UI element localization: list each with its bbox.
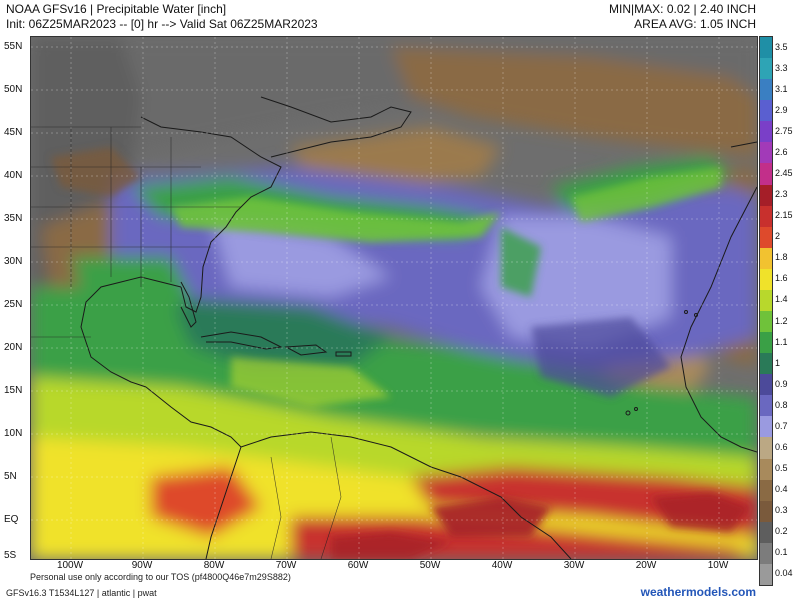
lat-label-5n: 5N: [4, 471, 17, 482]
color-scale-swatch: [760, 563, 772, 585]
color-scale-swatch: [760, 395, 772, 417]
color-scale-label: 2.9: [775, 104, 788, 115]
min-max-readout: MIN|MAX: 0.02 | 2.40 INCH: [609, 2, 756, 16]
color-scale-swatch: [760, 353, 772, 375]
color-scale-swatch: [760, 289, 772, 312]
color-scale-label: 1.6: [775, 273, 788, 284]
color-scale-swatch: [760, 500, 772, 523]
lat-label-eq: EQ: [4, 514, 19, 525]
color-scale-label: 0.7: [775, 420, 788, 431]
lat-label-30n: 30N: [4, 256, 23, 267]
lon-label-30w: 30W: [563, 560, 585, 571]
model-run-info: GFSv16.3 T1534L127 | atlantic | pwat: [6, 588, 157, 598]
lat-label-5s: 5S: [4, 550, 17, 561]
init-valid-time: Init: 06Z25MAR2023 -- [0] hr --> Valid S…: [6, 17, 318, 31]
lat-label-25n: 25N: [4, 299, 23, 310]
color-scale-swatch: [760, 142, 772, 164]
color-scale-swatch: [760, 332, 772, 354]
color-scale-swatch: [760, 184, 772, 207]
color-scale-label: 1.1: [775, 336, 788, 347]
color-scale-swatch: [760, 205, 772, 228]
color-scale-label: 3.1: [775, 83, 788, 94]
color-scale-swatch: [760, 58, 772, 80]
lon-label-40w: 40W: [491, 560, 513, 571]
color-scale-label: 0.9: [775, 378, 788, 389]
color-scale-label: 0.8: [775, 399, 788, 410]
color-scale-bar: [759, 36, 773, 586]
color-scale-swatch: [760, 311, 772, 333]
color-scale-swatch: [760, 374, 772, 396]
terms-of-service-note: Personal use only according to our TOS (…: [30, 572, 291, 582]
color-scale-label: 2.3: [775, 189, 788, 200]
lon-label-100w: 100W: [56, 560, 84, 571]
map-canvas: [31, 37, 757, 559]
lat-label-15n: 15N: [4, 385, 23, 396]
color-scale-label: 0.3: [775, 505, 788, 516]
lat-label-35n: 35N: [4, 213, 23, 224]
lat-label-45n: 45N: [4, 127, 23, 138]
color-scale-label: 0.2: [775, 526, 788, 537]
color-scale-label: 3.3: [775, 62, 788, 73]
color-scale-label: 2.75: [775, 125, 793, 136]
color-scale-label: 1.2: [775, 315, 788, 326]
color-scale-swatch: [760, 268, 772, 291]
color-scale-swatch: [760, 100, 772, 122]
lon-label-20w: 20W: [635, 560, 657, 571]
color-scale-swatch: [760, 226, 772, 249]
area-average-readout: AREA AVG: 1.05 INCH: [634, 17, 756, 31]
color-scale-swatch: [760, 542, 772, 565]
color-scale-swatch: [760, 437, 772, 460]
graticule: [31, 37, 757, 559]
color-scale-label: 2.45: [775, 168, 793, 178]
lat-label-10n: 10N: [4, 428, 23, 439]
color-scale-label: 3.5: [775, 41, 788, 52]
color-scale-label: 2.15: [775, 210, 793, 221]
lon-label-10w: 10W: [707, 560, 729, 571]
color-scale-label: 0.6: [775, 442, 788, 452]
lon-label-50w: 50W: [419, 560, 441, 571]
color-scale-swatch: [760, 479, 772, 502]
lat-label-40n: 40N: [4, 170, 23, 181]
color-scale-label: 1: [775, 357, 781, 368]
color-scale-swatch: [760, 521, 772, 544]
moisture-field-detail: [51, 147, 751, 559]
color-scale-swatch: [760, 163, 772, 186]
color-scale-swatch: [760, 121, 772, 143]
color-scale-label: 0.5: [775, 463, 788, 474]
color-scale-swatch: [760, 416, 772, 438]
color-scale-swatch: [760, 247, 772, 270]
lat-label-20n: 20N: [4, 342, 23, 353]
color-scale-label: 0.4: [775, 484, 788, 495]
precipitable-water-map: [30, 36, 758, 560]
lon-label-70w: 70W: [275, 560, 297, 571]
lon-label-90w: 90W: [131, 560, 153, 571]
lat-label-55n: 55N: [4, 41, 23, 52]
lat-label-50n: 50N: [4, 84, 23, 95]
lon-label-60w: 60W: [347, 560, 369, 571]
color-scale-label: 0.1: [775, 547, 788, 558]
color-scale-swatch: [760, 37, 772, 59]
map-title: NOAA GFSv16 | Precipitable Water [inch]: [6, 2, 227, 16]
color-scale-label: 2: [775, 231, 781, 242]
lon-label-80w: 80W: [203, 560, 225, 571]
color-scale-label: 1.4: [775, 294, 788, 305]
color-scale-label: 1.8: [775, 252, 788, 263]
color-scale-swatch: [760, 79, 772, 101]
brand-link[interactable]: weathermodels.com: [640, 585, 756, 599]
color-scale-swatch: [760, 458, 772, 481]
color-scale-label: 2.6: [775, 146, 788, 157]
color-scale-label: 0.04: [775, 568, 793, 579]
